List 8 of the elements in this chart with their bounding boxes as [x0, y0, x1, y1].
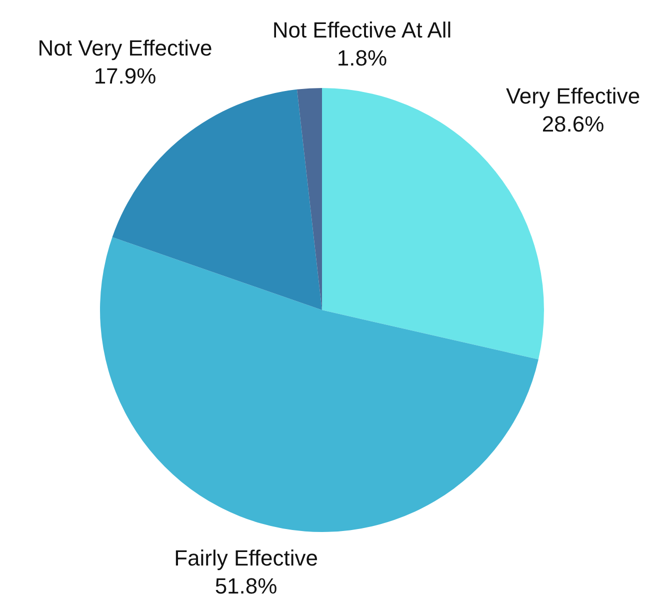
- data-label: 28.6%: [542, 112, 604, 136]
- data-label: 51.8%: [214, 574, 278, 598]
- slice-label: Fairly Effective: [174, 546, 318, 570]
- data-label: 17.9%: [94, 64, 156, 88]
- slice-label: Very Effective: [506, 84, 640, 108]
- slice-label: Not Effective At All: [272, 18, 452, 42]
- data-label: 1.8%: [336, 46, 388, 70]
- slice-label: Not Very Effective: [38, 36, 212, 60]
